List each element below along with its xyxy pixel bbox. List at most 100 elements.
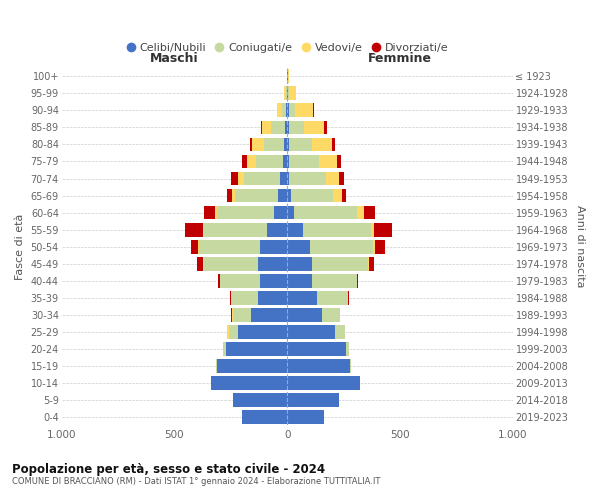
Text: Maschi: Maschi <box>150 52 199 64</box>
Bar <box>227 324 229 338</box>
Bar <box>322 308 340 322</box>
Bar <box>287 376 361 390</box>
Bar <box>271 120 285 134</box>
Bar <box>262 120 271 134</box>
Bar <box>220 274 260 287</box>
Bar <box>229 324 238 338</box>
Bar <box>334 188 343 202</box>
Bar <box>332 138 335 151</box>
Bar <box>326 172 339 185</box>
Bar <box>295 104 313 118</box>
Bar <box>261 120 262 134</box>
Bar <box>211 376 287 390</box>
Bar <box>238 172 244 185</box>
Bar <box>287 222 303 236</box>
Bar <box>325 120 326 134</box>
Bar <box>287 290 317 304</box>
Bar <box>286 104 287 118</box>
Bar <box>287 188 290 202</box>
Bar <box>227 188 232 202</box>
Bar <box>313 104 314 118</box>
Bar <box>217 206 274 220</box>
Bar <box>317 290 348 304</box>
Bar <box>310 240 373 254</box>
Bar <box>215 206 217 220</box>
Bar <box>304 120 325 134</box>
Bar <box>303 222 371 236</box>
Bar <box>203 256 204 270</box>
Bar <box>343 188 346 202</box>
Bar <box>231 290 258 304</box>
Bar <box>281 104 286 118</box>
Bar <box>258 256 287 270</box>
Bar <box>204 256 258 270</box>
Text: Femmine: Femmine <box>368 52 432 64</box>
Bar <box>287 358 350 372</box>
Bar <box>319 154 337 168</box>
Bar <box>289 104 295 118</box>
Bar <box>191 240 198 254</box>
Bar <box>284 86 286 101</box>
Bar <box>357 206 364 220</box>
Bar <box>277 104 281 118</box>
Bar <box>260 240 287 254</box>
Bar <box>290 188 334 202</box>
Bar <box>283 154 287 168</box>
Bar <box>289 172 326 185</box>
Bar <box>289 154 319 168</box>
Bar <box>287 274 312 287</box>
Text: COMUNE DI BRACCIANO (RM) - Dati ISTAT 1° gennaio 2024 - Elaborazione TUTTITALIA.: COMUNE DI BRACCIANO (RM) - Dati ISTAT 1°… <box>12 478 380 486</box>
Bar <box>287 206 294 220</box>
Bar <box>287 138 289 151</box>
Bar <box>287 392 339 406</box>
Bar <box>203 222 204 236</box>
Bar <box>339 172 344 185</box>
Bar <box>233 392 287 406</box>
Bar <box>348 290 349 304</box>
Bar <box>289 120 304 134</box>
Bar <box>233 308 251 322</box>
Bar <box>364 206 375 220</box>
Bar <box>337 154 341 168</box>
Bar <box>250 138 252 151</box>
Bar <box>287 256 312 270</box>
Bar <box>287 120 289 134</box>
Bar <box>232 188 235 202</box>
Bar <box>312 256 368 270</box>
Bar <box>231 172 238 185</box>
Bar <box>238 324 287 338</box>
Bar <box>287 172 289 185</box>
Bar <box>286 86 287 101</box>
Bar <box>287 342 346 355</box>
Bar <box>335 324 344 338</box>
Bar <box>252 138 263 151</box>
Bar <box>247 154 256 168</box>
Bar <box>285 120 287 134</box>
Bar <box>274 206 287 220</box>
Bar <box>226 342 287 355</box>
Bar <box>256 154 283 168</box>
Bar <box>260 274 287 287</box>
Bar <box>185 222 203 236</box>
Bar <box>374 222 392 236</box>
Bar <box>346 342 349 355</box>
Bar <box>263 138 284 151</box>
Bar <box>235 188 278 202</box>
Bar <box>284 138 287 151</box>
Legend: Celibi/Nubili, Coniugati/e, Vedovi/e, Divorziati/e: Celibi/Nubili, Coniugati/e, Vedovi/e, Di… <box>122 38 453 58</box>
Bar <box>287 324 335 338</box>
Bar <box>223 342 226 355</box>
Bar <box>242 410 287 424</box>
Bar <box>198 240 199 254</box>
Bar <box>231 308 232 322</box>
Bar <box>289 86 296 101</box>
Bar <box>287 70 289 84</box>
Bar <box>280 172 287 185</box>
Bar <box>373 240 375 254</box>
Text: Popolazione per età, sesso e stato civile - 2024: Popolazione per età, sesso e stato civil… <box>12 462 325 475</box>
Bar <box>289 138 312 151</box>
Bar <box>312 138 332 151</box>
Bar <box>216 358 217 372</box>
Y-axis label: Fasce di età: Fasce di età <box>15 214 25 280</box>
Bar <box>287 104 289 118</box>
